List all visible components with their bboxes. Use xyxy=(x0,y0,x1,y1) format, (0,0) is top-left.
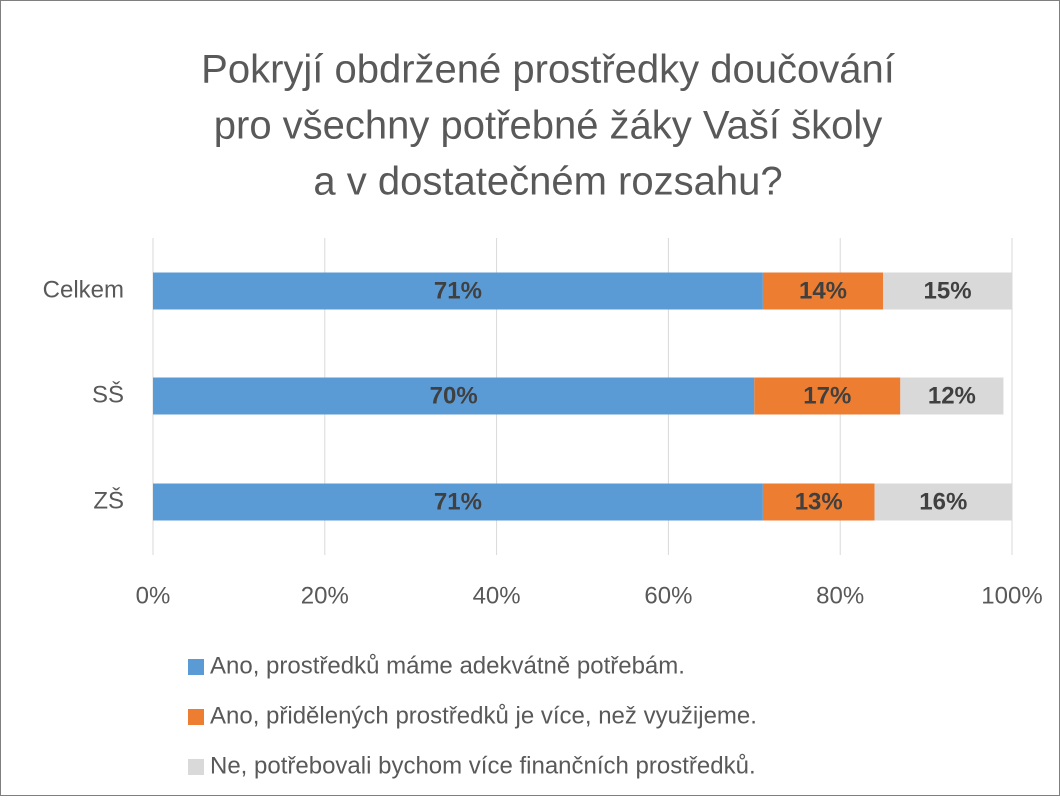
bar-segment xyxy=(883,272,1012,310)
y-tick-label: ZŠ xyxy=(93,486,124,514)
bar-segment xyxy=(762,272,884,310)
y-tick-label: SŠ xyxy=(92,380,124,408)
y-tick-label: Celkem xyxy=(43,276,124,303)
data-label: 70% xyxy=(430,382,478,409)
bar-segment xyxy=(153,483,763,521)
data-label: 16% xyxy=(919,488,967,515)
bar-segment xyxy=(754,377,901,415)
legend-label: Ano, prostředků máme adekvátně potřebám. xyxy=(210,652,685,679)
data-label: 71% xyxy=(434,488,482,515)
x-tick-label: 100% xyxy=(981,582,1042,609)
data-label: 71% xyxy=(434,277,482,304)
bar-segment xyxy=(900,377,1004,415)
x-tick-label: 20% xyxy=(301,582,349,609)
chart-title: a v dostatečném rozsahu? xyxy=(313,160,782,204)
legend-label: Ne, potřebovali bychom více finančních p… xyxy=(210,752,756,779)
x-tick-label: 0% xyxy=(136,582,171,609)
data-label: 14% xyxy=(799,277,847,304)
x-tick-label: 40% xyxy=(473,582,521,609)
bar-segment xyxy=(762,483,875,521)
data-label: 12% xyxy=(928,382,976,409)
legend-swatch xyxy=(188,759,204,775)
legend-label: Ano, přidělených prostředků je více, než… xyxy=(210,702,757,729)
chart-title: pro všechny potřebné žáky Vaší školy xyxy=(214,104,882,148)
data-label: 15% xyxy=(924,277,972,304)
data-label: 17% xyxy=(803,382,851,409)
bar-segment xyxy=(153,377,755,415)
data-label: 13% xyxy=(795,488,843,515)
bar-segment xyxy=(153,272,763,310)
legend-swatch xyxy=(188,709,204,725)
legend-swatch xyxy=(188,659,204,675)
x-tick-label: 80% xyxy=(816,582,864,609)
chart-title: Pokryjí obdržené prostředky doučování xyxy=(201,48,895,92)
x-tick-label: 60% xyxy=(644,582,692,609)
bar-segment xyxy=(874,483,1012,521)
